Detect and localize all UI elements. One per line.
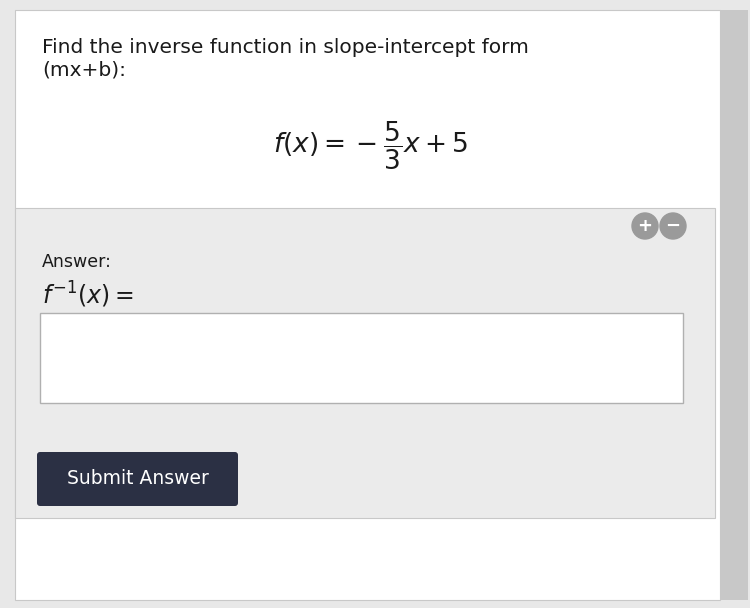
FancyBboxPatch shape	[720, 10, 748, 600]
FancyBboxPatch shape	[40, 313, 683, 403]
FancyBboxPatch shape	[15, 208, 715, 518]
FancyBboxPatch shape	[15, 10, 720, 600]
Text: −: −	[665, 217, 680, 235]
Text: Find the inverse function in slope-intercept form: Find the inverse function in slope-inter…	[42, 38, 529, 57]
Text: (mx+b):: (mx+b):	[42, 60, 126, 79]
Circle shape	[632, 213, 658, 239]
Text: $f(x) = -\dfrac{5}{3}x + 5$: $f(x) = -\dfrac{5}{3}x + 5$	[272, 120, 467, 172]
FancyBboxPatch shape	[37, 452, 238, 506]
Circle shape	[660, 213, 686, 239]
Text: $f^{-1}(x) =$: $f^{-1}(x) =$	[42, 280, 134, 310]
Text: Answer:: Answer:	[42, 253, 112, 271]
Text: Submit Answer: Submit Answer	[67, 469, 209, 488]
Text: +: +	[638, 217, 652, 235]
